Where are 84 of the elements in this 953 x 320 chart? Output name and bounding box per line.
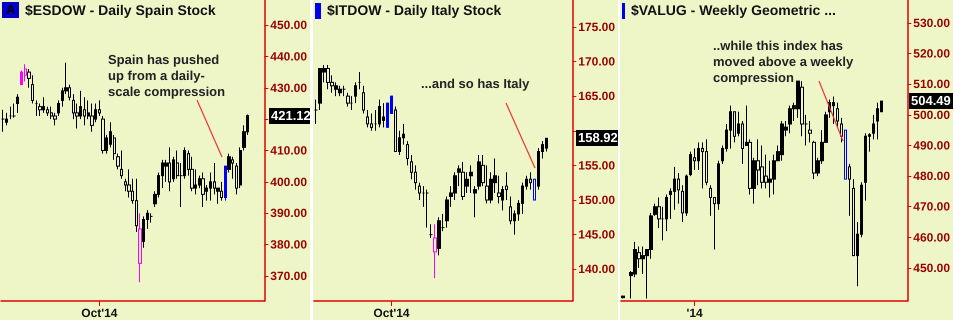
candlestick	[12, 102, 16, 118]
candlestick	[872, 114, 875, 140]
text: 158.92	[576, 130, 619, 146]
x-tick-label: Oct'14	[81, 306, 118, 320]
candlestick	[366, 110, 369, 128]
candlestick	[231, 156, 234, 180]
y-tick-label: 150.00	[578, 192, 616, 207]
candlestick	[1, 109, 5, 132]
y-tick-label: 140.00	[578, 262, 616, 276]
candlestick	[354, 82, 357, 104]
y-tick-label: 400.00	[270, 174, 308, 189]
candlestick	[168, 146, 171, 192]
candlestick	[689, 151, 692, 177]
annotation: A	[2, 2, 20, 18]
y-tick-label: 470.00	[913, 200, 950, 214]
y-tick-label: 510.00	[913, 77, 950, 92]
candlestick	[394, 106, 397, 152]
candlestick	[426, 189, 429, 228]
candlestick	[621, 294, 625, 300]
y-tick-label: 480.00	[913, 169, 950, 184]
candlestick	[705, 138, 708, 186]
candlestick	[338, 85, 342, 97]
candlestick	[433, 224, 437, 279]
candlestick	[326, 64, 330, 90]
annotation: Spain has pushed up from a daily-scale compression	[108, 52, 226, 100]
candlestick	[342, 85, 346, 97]
y-tick-label: 500.00	[913, 108, 950, 122]
candlestick	[201, 172, 205, 208]
y-tick-label: 490.00	[913, 138, 950, 152]
annotation: ..while this index has moved above a weekly compression	[713, 38, 854, 86]
candlestick	[378, 99, 381, 128]
candlestick	[224, 166, 227, 202]
candlestick	[836, 102, 839, 128]
candlestick	[876, 102, 879, 140]
chart-title: $VALUG - Weekly Geometric ...	[631, 2, 836, 18]
candlestick	[437, 216, 441, 256]
y-tick-label: 460.00	[913, 230, 950, 244]
candlestick	[370, 112, 373, 132]
candlestick	[406, 140, 409, 166]
chart-title: $ITDOW - Daily Italy Stock	[327, 2, 502, 18]
annotation: ...and so has Italy	[421, 76, 530, 91]
y-tick-label: 145.00	[578, 228, 616, 242]
candlestick	[729, 105, 732, 150]
x-tick-label: Oct'14	[373, 306, 410, 320]
candlestick	[9, 106, 12, 120]
candlestick	[90, 102, 94, 132]
y-tick-label: 370.00	[270, 268, 308, 283]
y-tick-label: 390.00	[270, 206, 308, 220]
y-tick-label: 520.00	[913, 46, 950, 61]
text: 504.49	[909, 93, 953, 110]
candlestick	[16, 94, 19, 114]
candlestick	[120, 150, 123, 180]
y-tick-label: 450.00	[913, 260, 950, 275]
y-tick-label: 155.00	[578, 158, 616, 172]
y-tick-label: 165.00	[578, 89, 616, 104]
candlestick	[812, 140, 816, 180]
y-tick-label: 430.00	[270, 80, 308, 95]
candlestick	[362, 85, 365, 114]
candlestick	[429, 224, 433, 239]
y-tick-label: 440.00	[270, 49, 308, 64]
candlestick	[461, 161, 465, 200]
candlestick	[832, 96, 835, 125]
candlestick	[864, 132, 867, 202]
candlestick	[780, 120, 784, 162]
candlestick	[701, 142, 704, 189]
candlestick	[788, 105, 792, 134]
y-tick-label: 380.00	[270, 238, 308, 252]
x-tick-label: '14	[686, 306, 703, 320]
y-tick-label: 410.00	[270, 144, 308, 158]
candlestick	[42, 96, 45, 114]
y-tick-label: 175.00	[578, 20, 616, 34]
candlestick	[35, 100, 38, 117]
y-tick-label: 450.00	[270, 18, 308, 32]
candlestick	[358, 71, 361, 90]
candlestick	[469, 164, 473, 194]
chart-title: $ESDOW - Daily Spain Stock	[25, 2, 216, 18]
candlestick	[350, 96, 353, 111]
text: 421.12	[269, 108, 311, 124]
candlestick	[382, 102, 385, 128]
candlestick	[101, 116, 105, 154]
candlestick	[220, 181, 223, 202]
candlestick	[346, 92, 350, 108]
y-tick-label: 530.00	[913, 16, 950, 30]
y-tick-label: 170.00	[578, 54, 616, 69]
